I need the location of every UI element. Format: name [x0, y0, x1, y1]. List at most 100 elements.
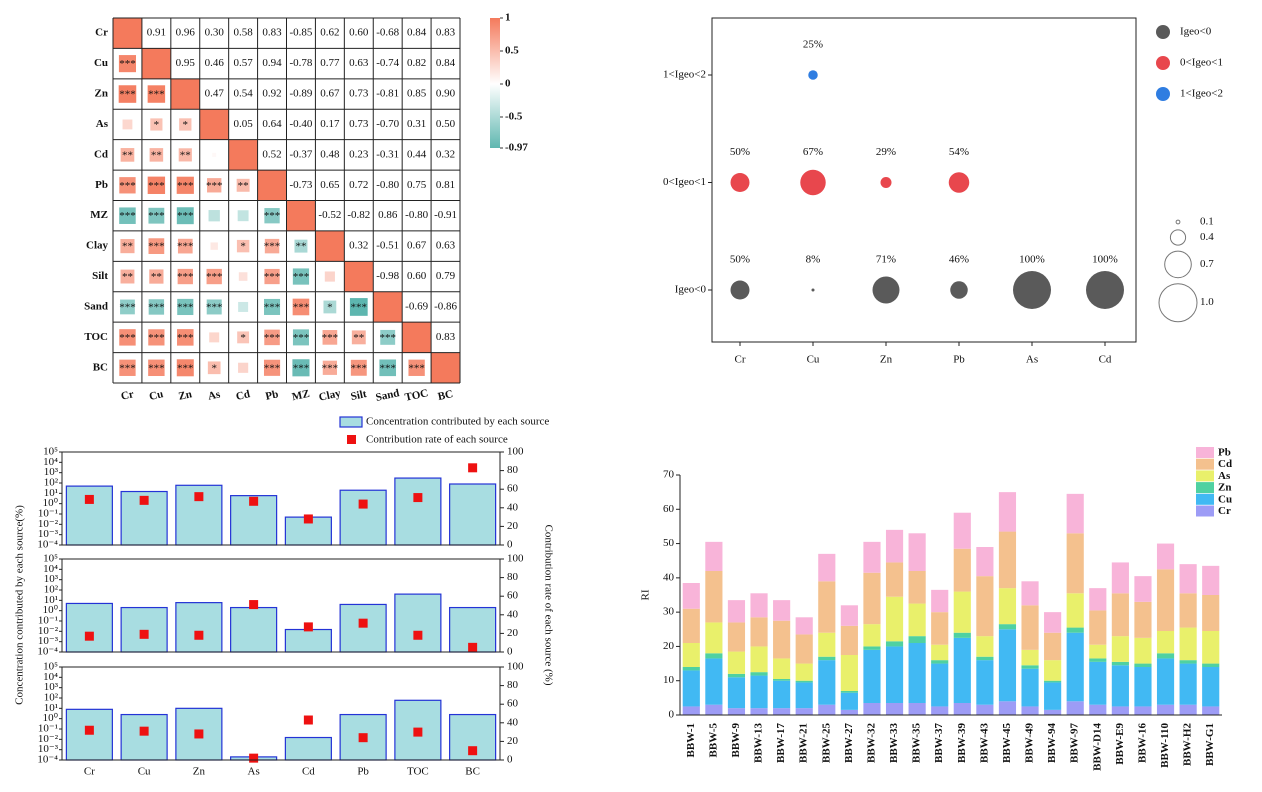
bar: [284, 736, 332, 761]
legend-marker: [1196, 458, 1214, 470]
y-tick-label: 10⁴: [43, 456, 58, 468]
cell-label: -0.98: [376, 270, 399, 282]
size-legend-circle: [1164, 250, 1192, 279]
cell-label: 0.75: [407, 179, 427, 191]
y-tick-label: 10³: [44, 681, 59, 693]
significance: ***: [148, 89, 165, 101]
bubble: [730, 280, 750, 300]
column-label: Pb: [264, 388, 279, 402]
significance: ***: [148, 332, 165, 344]
cell-label: 0.83: [436, 331, 456, 343]
significance: **: [238, 180, 249, 192]
cell-square: [177, 268, 193, 285]
x-tick-label: Zn: [880, 354, 893, 366]
bar-segment: [682, 643, 700, 667]
significance: **: [151, 149, 162, 161]
y-axis-label: Concentration contributed by each source…: [14, 505, 26, 705]
cell-label: 0.86: [378, 209, 398, 221]
cell-square: [177, 329, 194, 346]
significance: *: [183, 119, 189, 131]
cell-label: -0.85: [289, 27, 312, 39]
cell-label: 0.44: [407, 148, 427, 160]
rate-marker: [358, 618, 368, 628]
column-label: Cd: [235, 388, 251, 403]
significance: *: [240, 241, 246, 253]
significance: ***: [206, 180, 223, 192]
significance: **: [122, 241, 133, 253]
bar: [175, 602, 223, 653]
bubble-label: 8%: [806, 254, 821, 266]
significance: ***: [264, 301, 281, 313]
plot-frame: [61, 666, 501, 761]
cell-label: 0.48: [320, 148, 340, 160]
y2-tick-label: 100: [507, 661, 524, 673]
cell-square: [120, 269, 135, 284]
significance: ***: [351, 362, 368, 374]
cell-label: 0.84: [407, 27, 427, 39]
x-tick-label: BBW-E9: [1114, 723, 1126, 765]
x-tick-label: Cr: [84, 766, 95, 778]
cell-square: [120, 148, 135, 162]
bar-segment: [885, 641, 904, 647]
significance: ***: [264, 362, 281, 374]
bar-segment: [840, 605, 858, 626]
bar-segment: [1179, 627, 1197, 661]
bar-segment: [682, 608, 700, 643]
legend-label: As: [1218, 470, 1231, 482]
x-tick-label: Pb: [953, 354, 965, 366]
row-label: Cu: [94, 57, 108, 69]
rate-marker: [139, 495, 149, 505]
bar-segment: [863, 572, 881, 625]
legend-marker: [1196, 493, 1214, 505]
plot-frame: [711, 17, 1137, 343]
significance: ***: [177, 241, 194, 253]
bubble-label: 50%: [730, 146, 750, 158]
cell: [373, 291, 403, 323]
bar: [339, 489, 387, 546]
bar-segment: [1089, 610, 1107, 645]
bar-segment: [1202, 565, 1220, 595]
y-tick-label: 10³: [44, 573, 59, 585]
bar-segment: [953, 637, 971, 703]
x-tick-label: TOC: [407, 766, 429, 778]
y-axis-label: RI: [640, 589, 652, 600]
y-tick-label: 10⁰: [43, 497, 59, 509]
legend-label: Concentration contributed by each source: [366, 416, 549, 428]
bubble-label: 100%: [1019, 254, 1045, 266]
bar: [230, 606, 278, 653]
cell-label: 0.50: [436, 118, 456, 130]
y-tick-label: 10¹: [44, 702, 58, 714]
cell-square: [122, 119, 133, 130]
cell-label: -0.37: [289, 148, 312, 160]
bar: [394, 593, 442, 653]
significance: ***: [293, 271, 310, 283]
significance: **: [180, 149, 191, 161]
cell-square: [207, 178, 222, 193]
rate-marker: [194, 630, 204, 640]
cell-label: -0.51: [376, 240, 399, 252]
cell-label: 0.60: [407, 270, 427, 282]
legend-label: Pb: [1218, 447, 1231, 459]
x-tick-label: BBW-H2: [1182, 723, 1194, 766]
y-tick-label: 10⁵: [43, 553, 58, 565]
column-label: BC: [437, 388, 454, 403]
significance: **: [151, 271, 162, 283]
significance: ***: [408, 362, 425, 374]
cell-label: 0.63: [349, 57, 369, 69]
cell-label: 0.77: [320, 57, 340, 69]
bar-segment: [795, 708, 813, 715]
x-tick-label: BBW-39: [956, 723, 968, 763]
bar-segment: [682, 670, 700, 707]
cell-square: [149, 148, 164, 162]
y-tick-label: 10⁻²: [38, 518, 59, 530]
cell-label: 0.62: [320, 27, 339, 39]
significance: **: [122, 271, 133, 283]
size-legend-label: 0.4: [1200, 231, 1214, 243]
y-tick-label: 10⁻¹: [38, 615, 58, 627]
bar-segment: [1044, 612, 1062, 633]
bar-segment: [976, 547, 994, 577]
colorbar: [490, 18, 500, 148]
bar-segment: [953, 591, 971, 633]
bar-segment: [863, 541, 881, 573]
